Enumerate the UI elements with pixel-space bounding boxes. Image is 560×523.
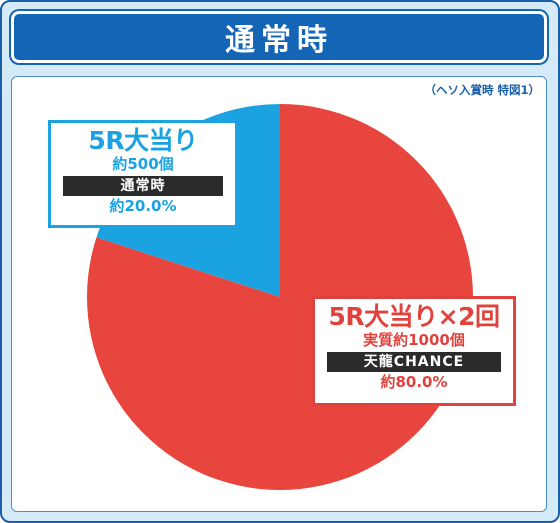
callout-tag: 通常時: [63, 176, 223, 196]
callout-detail: 約500個: [112, 155, 174, 173]
callout-5r-x2: 5R大当り×2回 実質約1000個 天龍CHANCE 約80.0%: [312, 296, 516, 406]
callout-5r-normal: 5R大当り 約500個 通常時 約20.0%: [48, 120, 238, 228]
callout-detail: 実質約1000個: [363, 331, 465, 349]
callout-tag: 天龍CHANCE: [327, 352, 501, 372]
callout-title: 5R大当り: [88, 126, 198, 155]
chart-title: 通常時: [11, 11, 547, 63]
callout-title: 5R大当り×2回: [328, 302, 501, 331]
callout-percent: 約20.0%: [109, 197, 177, 215]
chart-note: （ヘソ入賞時 特図1）: [424, 83, 540, 97]
callout-percent: 約80.0%: [380, 373, 448, 391]
